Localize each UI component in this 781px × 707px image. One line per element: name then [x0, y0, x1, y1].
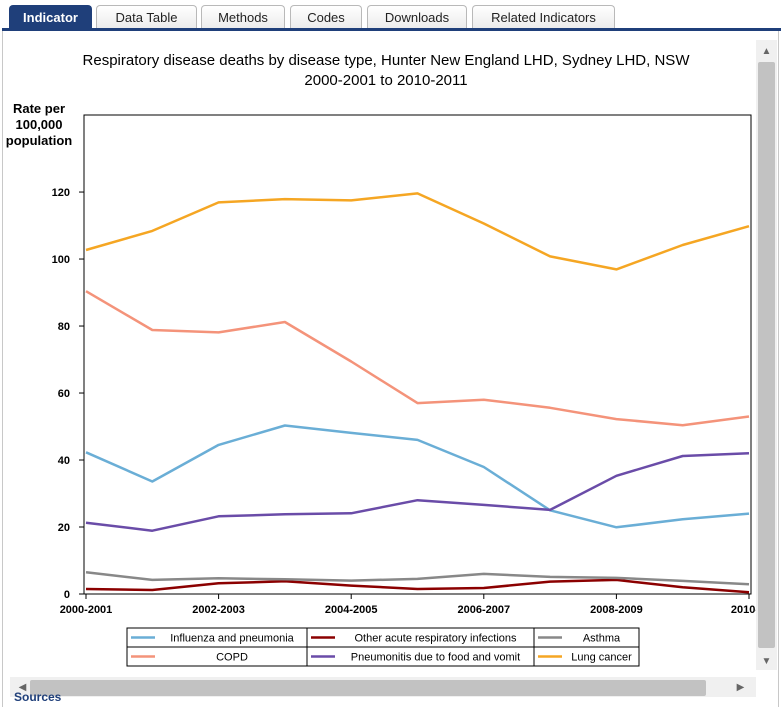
x-tick-label: 2006-2007 [457, 604, 510, 616]
sources-link[interactable]: Sources [14, 690, 62, 704]
x-tick-label: 2004-2005 [325, 604, 378, 616]
y-tick-label: 40 [58, 455, 70, 467]
tab-underline [2, 28, 781, 31]
tab-data-table[interactable]: Data Table [96, 5, 197, 28]
y-axis-label-line1: Rate per [13, 101, 65, 116]
y-tick-label: 60 [58, 388, 70, 400]
legend-label-1: Other acute respiratory infections [354, 633, 517, 645]
series-line-4 [85, 452, 750, 532]
series-line-0 [85, 424, 750, 529]
x-tick-label: 2000-2001 [60, 604, 113, 616]
x-tick-label: 2010- [731, 604, 756, 616]
scroll-left-arrow-icon[interactable]: ◀ [18, 682, 27, 693]
plot-area [83, 114, 752, 595]
y-tick-label: 20 [58, 522, 70, 534]
tab-codes[interactable]: Codes [290, 5, 362, 28]
chart: Respiratory disease deaths by disease ty… [6, 52, 756, 667]
horizontal-scrollbar-thumb[interactable] [30, 680, 706, 696]
scroll-down-arrow-icon[interactable]: ▼ [761, 656, 772, 667]
tab-bar: Indicator Data Table Methods Codes Downl… [0, 0, 781, 30]
legend-label-5: Lung cancer [571, 652, 632, 664]
legend-label-3: COPD [216, 652, 248, 664]
y-axis-label-line3: population [6, 133, 72, 148]
series-line-2 [85, 570, 750, 586]
indicator-panel [2, 31, 779, 707]
series-line-5 [85, 192, 750, 271]
y-tick-label: 120 [52, 187, 70, 199]
x-tick-label: 2008-2009 [590, 604, 643, 616]
tab-downloads[interactable]: Downloads [367, 5, 467, 28]
tab-related-indicators[interactable]: Related Indicators [472, 5, 615, 28]
y-tick-label: 80 [58, 321, 70, 333]
chart-title-line1: Respiratory disease deaths by disease ty… [83, 52, 691, 69]
legend-label-4: Pneumonitis due to food and vomit [351, 652, 520, 664]
scroll-right-arrow-icon[interactable]: ▶ [736, 682, 745, 693]
legend-label-0: Influenza and pneumonia [170, 633, 294, 645]
series-line-1 [85, 578, 750, 594]
y-axis-label-line2: 100,000 [16, 117, 63, 132]
y-tick-label: 100 [52, 254, 70, 266]
scroll-up-arrow-icon[interactable]: ▲ [761, 46, 772, 57]
chart-title-line2: 2000-2001 to 2010-2011 [304, 72, 467, 89]
x-tick-label: 2002-2003 [192, 604, 245, 616]
vertical-scrollbar-thumb[interactable] [758, 62, 775, 648]
tab-indicator[interactable]: Indicator [9, 5, 92, 28]
tab-methods[interactable]: Methods [201, 5, 285, 28]
series-line-3 [85, 290, 750, 427]
legend-label-2: Asthma [583, 633, 621, 645]
y-tick-label: 0 [64, 589, 70, 601]
